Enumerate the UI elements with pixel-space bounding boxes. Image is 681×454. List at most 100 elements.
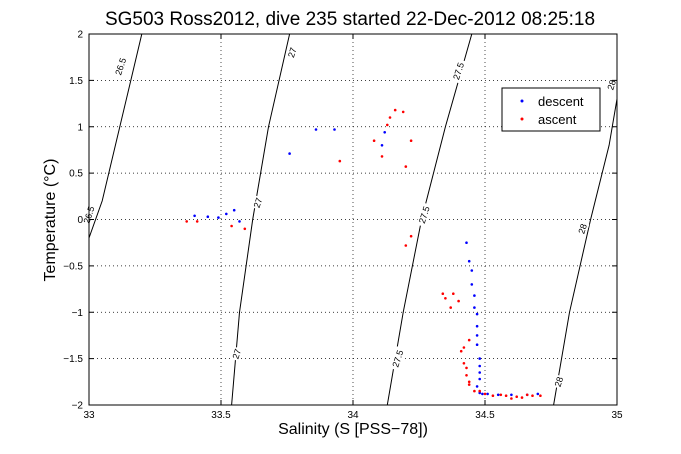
contour-label-bg xyxy=(416,202,433,228)
descent-point xyxy=(470,283,474,286)
ascent-point xyxy=(372,139,376,142)
ascent-point xyxy=(457,299,460,303)
contour-label-bg xyxy=(285,45,299,61)
ascent-point xyxy=(404,244,408,247)
contour-label-text: 27.5 xyxy=(390,349,405,369)
ascent-point xyxy=(465,366,468,370)
descent-point xyxy=(383,131,387,134)
contour-label-text: 28 xyxy=(605,79,618,92)
ascent-point xyxy=(401,110,405,114)
y-tick-label: −1 xyxy=(72,308,84,319)
descent-point xyxy=(478,391,482,395)
descent-point xyxy=(475,324,479,328)
descent-point xyxy=(470,269,474,272)
contour-label-text: 27.5 xyxy=(451,61,466,81)
ascent-point xyxy=(515,395,518,399)
ascent-point xyxy=(462,362,466,365)
contour-label-text: 28 xyxy=(553,375,566,388)
x-tick-label: 35 xyxy=(611,410,623,421)
descent-legend-label: descent xyxy=(538,94,584,109)
x-tick-label: 34.5 xyxy=(475,410,495,421)
contour-label-bg xyxy=(552,374,566,390)
contour-label-text: 27 xyxy=(252,196,265,209)
descent-point xyxy=(481,392,484,396)
x-tick-label: 34 xyxy=(347,410,359,421)
contour-label-bg xyxy=(605,77,619,93)
y-tick-label: −1.5 xyxy=(63,354,83,365)
ascent-point xyxy=(449,306,453,309)
descent-point xyxy=(467,259,471,263)
ascent-point xyxy=(504,394,508,398)
ascent-point xyxy=(195,220,199,223)
contour-label: 27 xyxy=(230,346,244,362)
descent-point xyxy=(206,215,210,218)
ascent-point xyxy=(525,393,529,397)
contour-label: 27 xyxy=(285,45,299,61)
descent-point xyxy=(475,312,479,316)
y-tick-label: 1.5 xyxy=(69,76,83,87)
y-tick-label: 1 xyxy=(77,122,83,133)
contour-label: 28 xyxy=(576,221,590,237)
ascent-point xyxy=(462,346,466,349)
contour-label: 27 xyxy=(251,195,265,211)
descent-point xyxy=(486,392,489,396)
ascent-point xyxy=(459,349,463,353)
ascent-point xyxy=(467,383,471,386)
y-tick-label: 2 xyxy=(77,30,83,41)
y-tick-label: −0.5 xyxy=(63,261,83,272)
ascent-point xyxy=(467,380,471,384)
contour-label-bg xyxy=(389,346,407,371)
ascent-point xyxy=(491,394,495,398)
contour-label: 28 xyxy=(552,374,566,390)
descent-point xyxy=(478,377,482,381)
contour-label: 27.5 xyxy=(389,346,407,371)
legend: descent ascent xyxy=(501,87,601,132)
contour-label-bg xyxy=(450,58,467,84)
ascent-point xyxy=(243,227,247,231)
contour-label-text: 26.5 xyxy=(113,57,128,77)
ascent-point xyxy=(409,234,413,238)
legend-box xyxy=(501,87,601,132)
isopycnal-28 xyxy=(553,98,617,405)
ascent-point xyxy=(452,292,455,296)
contour-label-text: 27 xyxy=(230,348,243,361)
descent-point xyxy=(465,241,468,244)
descent-point xyxy=(478,364,482,368)
x-tick-label: 33.5 xyxy=(211,410,231,421)
descent-point xyxy=(478,357,482,360)
ascent-point xyxy=(520,396,524,399)
ascent-point xyxy=(388,116,392,119)
ascent-point xyxy=(386,123,389,127)
isopycnal-27 xyxy=(231,34,291,405)
descent-point xyxy=(475,343,479,347)
ascent-point xyxy=(185,220,188,223)
ascent-point xyxy=(465,374,468,377)
contour-label: 27.5 xyxy=(450,58,467,84)
contour-label-text: 28 xyxy=(576,222,589,235)
descent-legend-marker xyxy=(520,99,524,103)
y-tick-label: 0 xyxy=(77,215,83,226)
descent-point xyxy=(238,220,241,223)
ascent-point xyxy=(483,392,487,396)
isopycnal-26.5 xyxy=(89,34,143,239)
descent-point xyxy=(193,214,196,218)
ascent-point xyxy=(380,155,384,158)
descent-point xyxy=(380,144,384,147)
y-tick-label: 0.5 xyxy=(69,169,83,180)
descent-point xyxy=(473,294,476,297)
descent-point xyxy=(314,128,318,131)
descent-point xyxy=(288,152,291,155)
descent-point xyxy=(232,208,236,212)
ascent-point xyxy=(478,389,482,393)
ascent-point xyxy=(393,108,397,112)
ascent-legend-marker xyxy=(520,117,524,121)
contour-label: 26.5 xyxy=(112,54,129,79)
ascent-point xyxy=(473,389,476,393)
ascent-point xyxy=(539,394,542,398)
contour-label: 28 xyxy=(605,77,619,93)
contour-label-bg xyxy=(576,221,590,237)
descent-point xyxy=(475,385,479,388)
contour-label-bg xyxy=(112,54,129,79)
grid xyxy=(89,34,617,405)
